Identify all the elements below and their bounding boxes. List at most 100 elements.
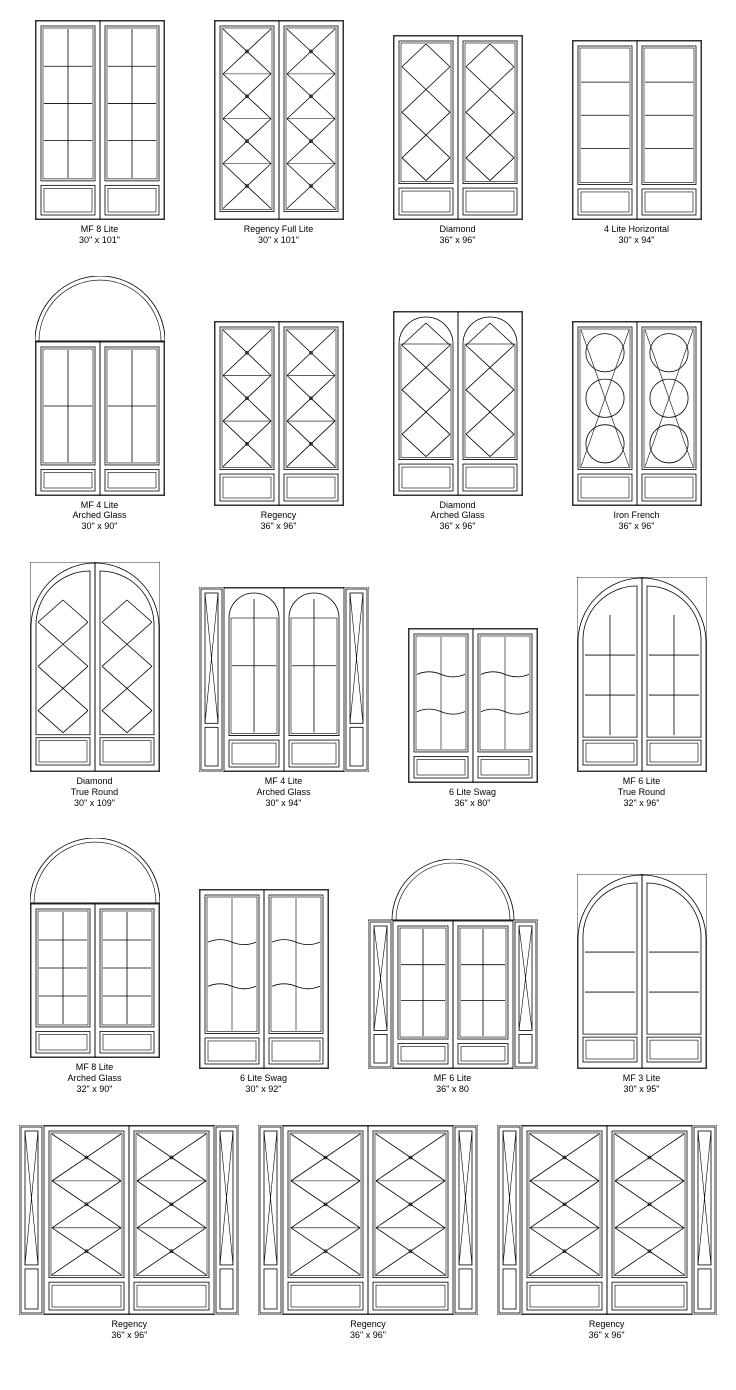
door-cell: Regency36" x 96" [214, 321, 344, 532]
door-size: 36" x 80 [434, 1084, 472, 1095]
door-size: 36" x 96" [111, 1330, 147, 1341]
door-illustration [577, 577, 707, 772]
door-size: 36" x 96" [589, 1330, 625, 1341]
door-caption: 6 Lite Swag30" x 92" [240, 1073, 287, 1095]
door-cell: MF 6 Lite36" x 80 [368, 859, 538, 1095]
door-size: 32" x 90" [67, 1084, 121, 1095]
door-caption: MF 6 LiteTrue Round32" x 96" [618, 776, 665, 808]
door-size: 36" x 96" [350, 1330, 386, 1341]
catalog-row: Regency36" x 96"Regency36" x 96"Regency3… [10, 1125, 726, 1341]
door-illustration [258, 1125, 478, 1315]
door-name: MF 3 Lite [623, 1073, 661, 1084]
door-size: 36" x 80" [449, 798, 496, 809]
door-illustration [572, 321, 702, 506]
door-name: 6 Lite Swag [449, 787, 496, 798]
door-cell: Iron French36" x 96" [572, 321, 702, 532]
door-size: 30" x 94" [604, 235, 669, 246]
door-illustration [577, 874, 707, 1069]
door-illustration [30, 838, 160, 1058]
door-catalog: MF 8 Lite30" x 101"Regency Full Lite30" … [10, 20, 726, 1340]
door-name: MF 8 LiteArched Glass [67, 1062, 121, 1084]
door-size: 30" x 101" [244, 235, 314, 246]
door-cell: MF 4 LiteArched Glass30" x 94" [199, 587, 369, 808]
catalog-row: MF 4 LiteArched Glass30" x 90"Regency36"… [10, 276, 726, 532]
door-illustration [393, 311, 523, 496]
door-illustration [393, 35, 523, 220]
door-cell: Regency36" x 96" [19, 1125, 239, 1341]
door-cell: MF 4 LiteArched Glass30" x 90" [35, 276, 165, 532]
door-cell: Regency36" x 96" [497, 1125, 717, 1341]
door-cell: 6 Lite Swag36" x 80" [408, 628, 538, 809]
door-size: 30" x 90" [72, 521, 126, 532]
door-illustration [199, 889, 329, 1069]
door-cell: Diamond36" x 96" [393, 35, 523, 246]
door-name: 4 Lite Horizontal [604, 224, 669, 235]
door-illustration [35, 276, 165, 496]
catalog-row: MF 8 LiteArched Glass32" x 90" 6 Lite Swa… [10, 838, 726, 1094]
door-name: Regency [111, 1319, 147, 1330]
door-name: Regency [261, 510, 297, 521]
door-cell: MF 8 Lite30" x 101" [35, 20, 165, 246]
door-size: 30" x 95" [623, 1084, 661, 1095]
door-illustration [30, 562, 160, 772]
door-illustration [572, 40, 702, 220]
door-caption: MF 8 LiteArched Glass32" x 90" [67, 1062, 121, 1094]
door-cell: 4 Lite Horizontal30" x 94" [572, 40, 702, 246]
door-cell: MF 6 LiteTrue Round32" x 96" [577, 577, 707, 808]
door-caption: DiamondArched Glass36" x 96" [430, 500, 484, 532]
door-caption: MF 8 Lite30" x 101" [79, 224, 120, 246]
door-caption: DiamondTrue Round30" x 109" [71, 776, 118, 808]
door-size: 36" x 96" [613, 521, 659, 532]
door-caption: Iron French36" x 96" [613, 510, 659, 532]
door-size: 36" x 96" [430, 521, 484, 532]
door-size: 30" x 94" [256, 798, 310, 809]
door-size: 30" x 109" [71, 798, 118, 809]
door-name: MF 4 LiteArched Glass [256, 776, 310, 798]
door-cell: Regency Full Lite30" x 101" [214, 20, 344, 246]
door-size: 30" x 92" [240, 1084, 287, 1095]
door-illustration [35, 20, 165, 220]
door-caption: MF 3 Lite30" x 95" [623, 1073, 661, 1095]
door-caption: Regency36" x 96" [261, 510, 297, 532]
door-name: MF 4 LiteArched Glass [72, 500, 126, 522]
door-name: MF 6 Lite [434, 1073, 472, 1084]
door-name: Regency [589, 1319, 625, 1330]
door-illustration [497, 1125, 717, 1315]
door-cell: DiamondTrue Round30" x 109" [30, 562, 160, 808]
door-name: MF 8 Lite [79, 224, 120, 235]
door-caption: MF 4 LiteArched Glass30" x 94" [256, 776, 310, 808]
door-name: MF 6 LiteTrue Round [618, 776, 665, 798]
door-illustration [214, 321, 344, 506]
door-illustration [19, 1125, 239, 1315]
door-cell: MF 8 LiteArched Glass32" x 90" [30, 838, 160, 1094]
door-caption: Diamond36" x 96" [439, 224, 475, 246]
door-size: 36" x 96" [261, 521, 297, 532]
door-size: 32" x 96" [618, 798, 665, 809]
door-caption: 4 Lite Horizontal30" x 94" [604, 224, 669, 246]
door-name: DiamondArched Glass [430, 500, 484, 522]
door-caption: Regency36" x 96" [111, 1319, 147, 1341]
door-name: DiamondTrue Round [71, 776, 118, 798]
door-name: Regency [350, 1319, 386, 1330]
door-caption: Regency36" x 96" [350, 1319, 386, 1341]
door-name: Regency Full Lite [244, 224, 314, 235]
door-illustration [199, 587, 369, 772]
door-name: Iron French [613, 510, 659, 521]
door-illustration [368, 859, 538, 1069]
catalog-row: MF 8 Lite30" x 101"Regency Full Lite30" … [10, 20, 726, 246]
door-caption: MF 6 Lite36" x 80 [434, 1073, 472, 1095]
door-name: 6 Lite Swag [240, 1073, 287, 1084]
door-size: 30" x 101" [79, 235, 120, 246]
door-name: Diamond [439, 224, 475, 235]
door-cell: Regency36" x 96" [258, 1125, 478, 1341]
door-cell: MF 3 Lite30" x 95" [577, 874, 707, 1095]
door-cell: DiamondArched Glass36" x 96" [393, 311, 523, 532]
door-caption: 6 Lite Swag36" x 80" [449, 787, 496, 809]
door-illustration [214, 20, 344, 220]
door-size: 36" x 96" [439, 235, 475, 246]
door-illustration [408, 628, 538, 783]
door-caption: Regency36" x 96" [589, 1319, 625, 1341]
catalog-row: DiamondTrue Round30" x 109" MF 4 LiteArch… [10, 562, 726, 808]
door-caption: MF 4 LiteArched Glass30" x 90" [72, 500, 126, 532]
door-caption: Regency Full Lite30" x 101" [244, 224, 314, 246]
